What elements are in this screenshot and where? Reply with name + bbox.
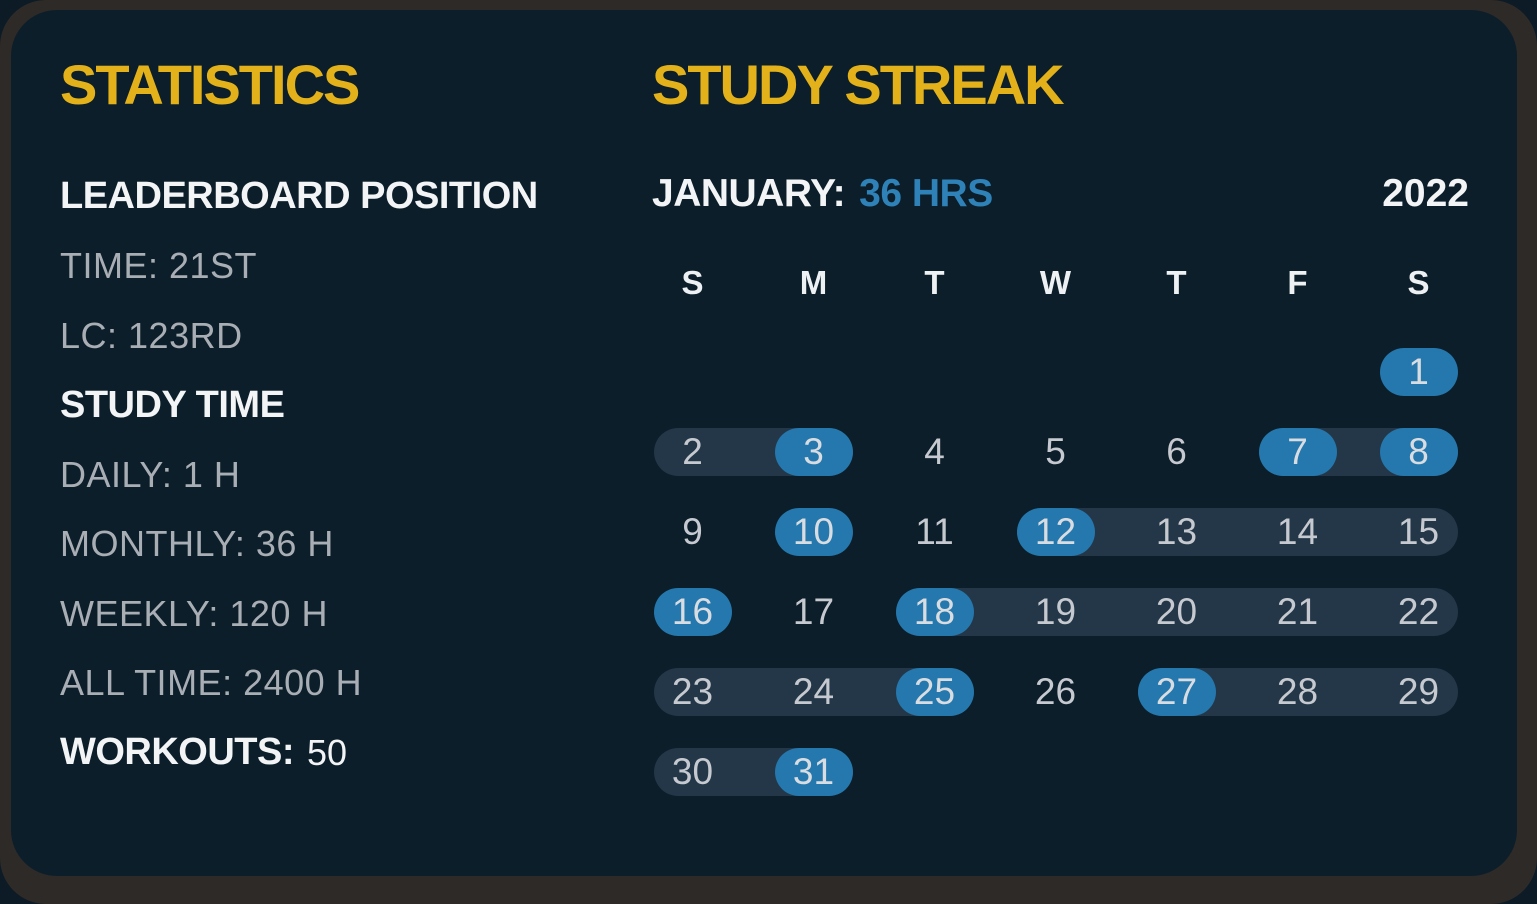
calendar-day[interactable]: 27 (1116, 652, 1237, 732)
calendar-day[interactable]: 12 (995, 492, 1116, 572)
calendar-day-highlighted: 10 (774, 508, 853, 556)
calendar-day-number: 4 (924, 431, 945, 472)
calendar-day[interactable]: 2 (632, 412, 753, 492)
calendar-day[interactable]: 29 (1358, 652, 1479, 732)
lc-rank-value: LC: 123RD (60, 314, 243, 356)
calendar-day[interactable]: 15 (1358, 492, 1479, 572)
calendar-day[interactable]: 23 (632, 652, 753, 732)
calendar-day-highlighted: 27 (1137, 668, 1216, 716)
calendar-day-highlighted: 12 (1016, 508, 1095, 556)
time-rank-value: TIME: 21ST (60, 245, 258, 287)
statistics-panel: LEADERBOARD POSITION TIME: 21ST LC: 123R… (60, 162, 620, 788)
calendar-day[interactable]: 4 (874, 412, 995, 492)
calendar-day-number: 2 (682, 431, 703, 472)
month-label: JANUARY: (652, 172, 846, 215)
calendar-day-number: 30 (671, 751, 714, 792)
workouts-label: WORKOUTS: (60, 731, 295, 774)
calendar-day-number: 28 (1276, 671, 1319, 712)
weekday-header: W (1039, 264, 1072, 301)
calendar-day[interactable]: 6 (1116, 412, 1237, 492)
month-hours-value: 36 HRS (859, 172, 993, 215)
calendar-day-number: 21 (1276, 591, 1319, 632)
calendar-day[interactable]: 8 (1358, 412, 1479, 492)
calendar-day-highlighted: 16 (653, 588, 732, 636)
calendar-week-row: 23 24 25 26 27 28 29 (632, 652, 1479, 732)
calendar-day-highlighted: 18 (895, 588, 974, 636)
daily-study-value: DAILY: 1 H (60, 453, 241, 495)
weekday-header: T (924, 264, 945, 301)
streak-range-pill (895, 588, 1458, 636)
calendar-week-row: 16 17 18 19 20 21 22 (632, 572, 1479, 652)
calendar-day[interactable]: 14 (1237, 492, 1358, 572)
workouts-value: 50 (307, 731, 348, 773)
study-time-heading: STUDY TIME (60, 383, 285, 426)
dashboard-card: STATISTICS STUDY STREAK LEADERBOARD POSI… (11, 10, 1517, 876)
year-label: 2022 (1382, 172, 1469, 215)
calendar-day-number: 17 (792, 591, 835, 632)
calendar-day-highlighted: 8 (1379, 428, 1458, 476)
all-time-study-value: ALL TIME: 2400 H (60, 662, 363, 704)
calendar-day-number: 19 (1034, 591, 1077, 632)
calendar-day[interactable]: 25 (874, 652, 995, 732)
calendar-day-number: 5 (1045, 431, 1066, 472)
calendar-day[interactable]: 5 (995, 412, 1116, 492)
calendar-day[interactable]: 26 (995, 652, 1116, 732)
calendar-day-highlighted: 1 (1379, 348, 1458, 396)
monthly-study-value: MONTHLY: 36 H (60, 523, 334, 565)
calendar-day[interactable]: 11 (874, 492, 995, 572)
calendar-day[interactable]: 9 (632, 492, 753, 572)
weekday-header: T (1166, 264, 1187, 301)
calendar-day[interactable]: 30 (632, 732, 753, 812)
weekday-header: S (1407, 264, 1430, 301)
calendar-day[interactable]: 18 (874, 572, 995, 652)
calendar-day[interactable]: 3 (753, 412, 874, 492)
weekday-header: M (799, 264, 828, 301)
calendar-day[interactable]: 1 (1358, 332, 1479, 412)
calendar-week-row: 1 (632, 332, 1479, 412)
month-summary-row: JANUARY: 36 HRS 2022 (652, 170, 1479, 218)
calendar-day[interactable]: 19 (995, 572, 1116, 652)
calendar-day-highlighted: 31 (774, 748, 853, 796)
calendar-day[interactable]: 21 (1237, 572, 1358, 652)
calendar-day-number: 26 (1034, 671, 1077, 712)
calendar-day[interactable]: 13 (1116, 492, 1237, 572)
calendar-day[interactable]: 31 (753, 732, 874, 812)
study-streak-title: STUDY STREAK (652, 53, 1065, 116)
calendar-weeks: 1 2 3 4 5 6 7 8 9 10 11 12 13 14 15 16 17 18 19 20 21 22 23 24 2… (632, 332, 1479, 812)
calendar-week-row: 30 31 (632, 732, 1479, 812)
weekday-header: S (681, 264, 704, 301)
calendar-day[interactable]: 22 (1358, 572, 1479, 652)
weekly-study-value: WEEKLY: 120 H (60, 592, 328, 634)
calendar-day-highlighted: 7 (1258, 428, 1337, 476)
calendar-day[interactable]: 24 (753, 652, 874, 732)
calendar-day-highlighted: 3 (774, 428, 853, 476)
calendar-day-number: 15 (1397, 511, 1440, 552)
weekday-header: F (1287, 264, 1308, 301)
calendar-day-number: 22 (1397, 591, 1440, 632)
calendar-day[interactable]: 7 (1237, 412, 1358, 492)
calendar-day-number: 29 (1397, 671, 1440, 712)
calendar-day-number: 11 (915, 511, 954, 552)
calendar-week-row: 9 10 11 12 13 14 15 (632, 492, 1479, 572)
calendar-day-number: 14 (1276, 511, 1319, 552)
calendar-day-number: 13 (1155, 511, 1198, 552)
calendar-day-number: 23 (671, 671, 714, 712)
calendar-day-number: 6 (1166, 431, 1187, 472)
calendar-day[interactable]: 20 (1116, 572, 1237, 652)
leaderboard-position-heading: LEADERBOARD POSITION (60, 175, 538, 218)
calendar-day[interactable]: 10 (753, 492, 874, 572)
calendar-day-highlighted: 25 (895, 668, 974, 716)
statistics-title: STATISTICS (60, 53, 360, 116)
calendar-day-number: 20 (1155, 591, 1198, 632)
calendar-day[interactable]: 16 (632, 572, 753, 652)
calendar-day-number: 24 (792, 671, 835, 712)
calendar-day[interactable]: 17 (753, 572, 874, 652)
workouts-line: WORKOUTS: 50 (60, 718, 620, 788)
calendar-day[interactable]: 28 (1237, 652, 1358, 732)
calendar-day-number: 9 (682, 511, 703, 552)
